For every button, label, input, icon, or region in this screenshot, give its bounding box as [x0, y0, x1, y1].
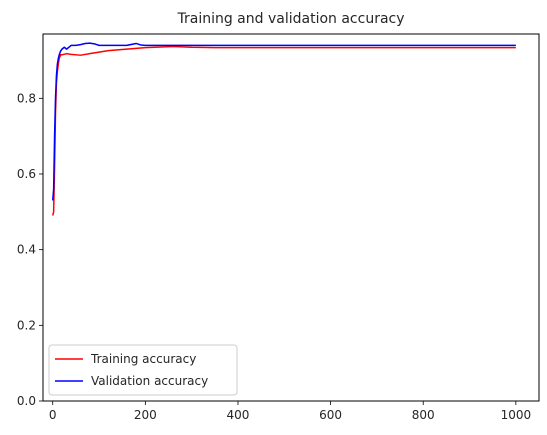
series-line-1 — [51, 42, 516, 201]
y-tick-label-1: 0.2 — [17, 318, 36, 332]
x-tick-label-0: 0 — [49, 408, 57, 422]
legend-label-1: Validation accuracy — [91, 374, 208, 388]
series-line-0 — [52, 45, 516, 216]
x-tick-label-5: 1000 — [501, 408, 532, 422]
y-tick-label-0: 0.0 — [17, 394, 36, 408]
x-tick-label-4: 800 — [412, 408, 435, 422]
y-tick-label-3: 0.6 — [17, 167, 36, 181]
legend-label-0: Training accuracy — [90, 352, 196, 366]
x-tick-label-1: 200 — [134, 408, 157, 422]
y-tick-label-2: 0.4 — [17, 243, 36, 257]
plot-area — [42, 33, 540, 402]
legend: Training accuracy Validation accuracy — [48, 344, 238, 396]
y-tick-label-4: 0.8 — [17, 91, 36, 105]
legend-box — [48, 344, 238, 396]
chart-title: Training and validation accuracy — [176, 11, 404, 27]
series-layer — [51, 42, 516, 216]
x-tick-label-2: 400 — [227, 408, 250, 422]
axis-layer: 0 200 400 600 800 1000 0.0 0.2 0.4 0.6 0.8 — [17, 91, 531, 422]
x-tick-label-3: 600 — [319, 408, 342, 422]
